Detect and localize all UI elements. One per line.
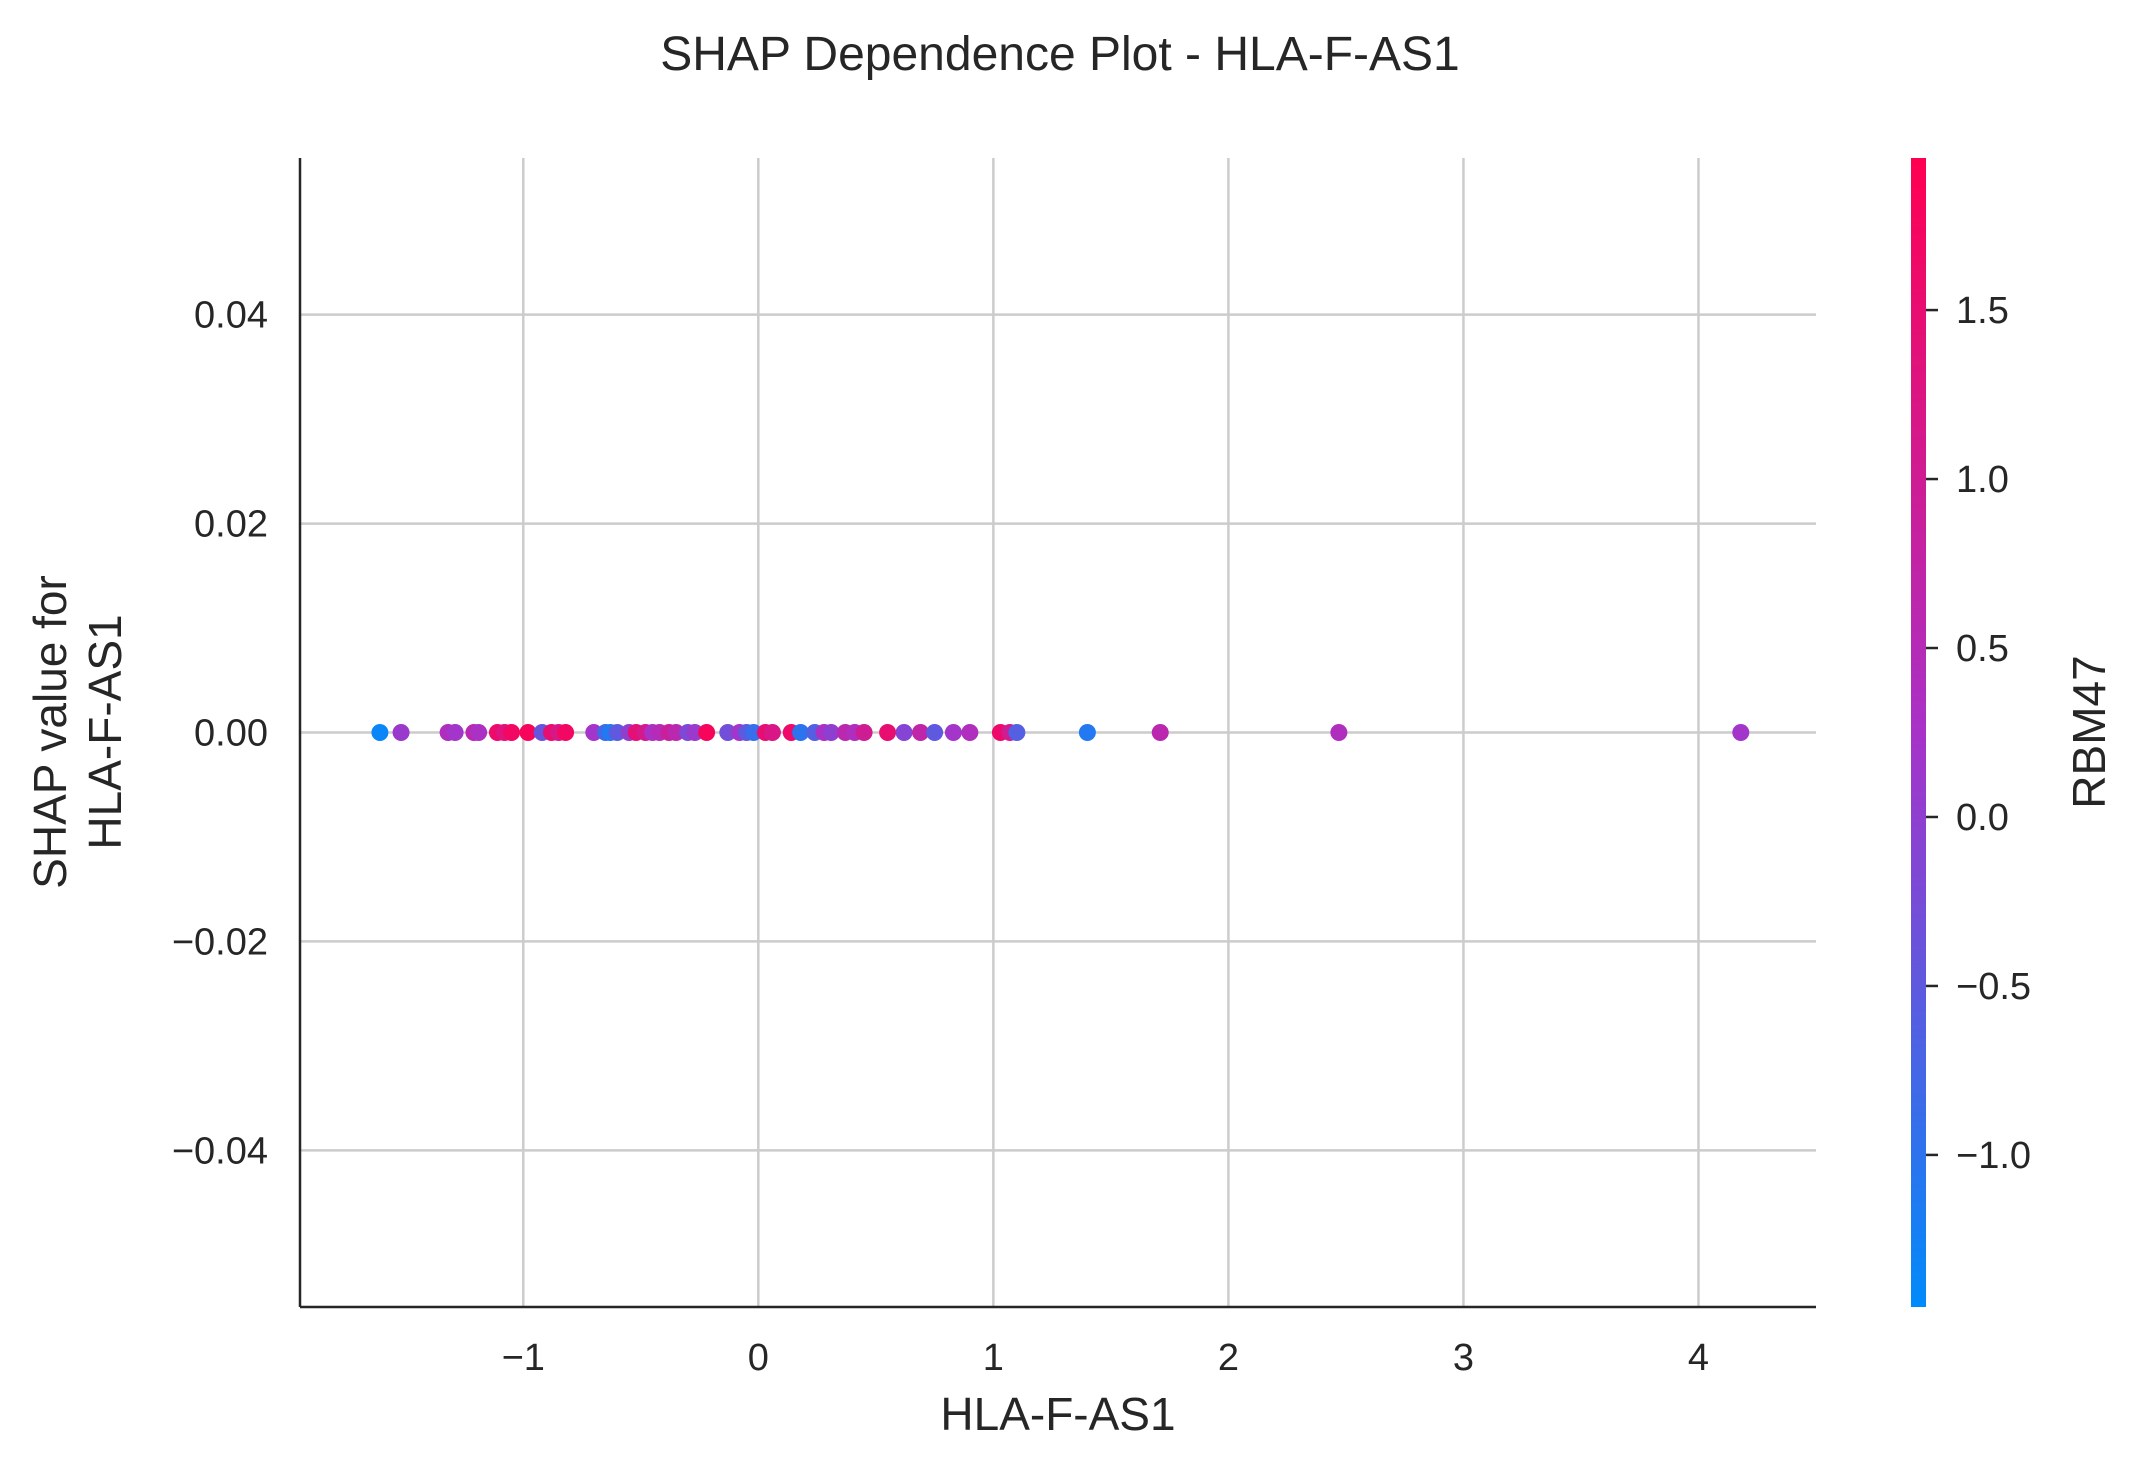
y-tick-label: 0.04 bbox=[194, 295, 268, 337]
scatter-point bbox=[1151, 724, 1169, 741]
scatter-point bbox=[503, 724, 521, 741]
y-axis-label-line-2: HLA-F-AS1 bbox=[79, 614, 131, 849]
y-tick-label: −0.04 bbox=[172, 1130, 268, 1172]
x-tick-label: −1 bbox=[502, 1337, 545, 1379]
scatter-point bbox=[944, 724, 962, 741]
scatter-point bbox=[792, 724, 810, 741]
scatter-point bbox=[470, 724, 488, 741]
y-tick-label: −0.02 bbox=[172, 921, 268, 963]
scatter-point bbox=[608, 724, 626, 741]
scatter-point bbox=[895, 724, 913, 741]
y-tick-label: 0.02 bbox=[194, 504, 268, 546]
scatter-point bbox=[879, 724, 897, 741]
y-axis-label-line-1: SHAP value for bbox=[24, 575, 76, 889]
scatter-point bbox=[1008, 724, 1026, 741]
x-tick-label: 2 bbox=[1218, 1337, 1239, 1379]
colorbar-label: RBM47 bbox=[2063, 655, 2115, 808]
colorbar-tick-label: 0.0 bbox=[1956, 797, 2009, 839]
x-tick-label: 1 bbox=[983, 1337, 1004, 1379]
scatter-point bbox=[557, 724, 575, 741]
chart-title: SHAP Dependence Plot - HLA-F-AS1 bbox=[660, 28, 1460, 81]
scatter-point bbox=[392, 724, 410, 741]
scatter-point bbox=[763, 724, 781, 741]
colorbar-tick-label: −0.5 bbox=[1956, 966, 2031, 1008]
scatter-point bbox=[686, 724, 704, 741]
colorbar-tick-label: 1.0 bbox=[1956, 459, 2009, 501]
y-axis-label: SHAP value for HLA-F-AS1 bbox=[24, 575, 131, 889]
scatter-point bbox=[519, 724, 537, 741]
colorbar-tick-label: 1.5 bbox=[1956, 290, 2009, 332]
scatter-point bbox=[822, 724, 840, 741]
x-ticks: −1 0 1 2 3 4 bbox=[502, 1337, 1709, 1379]
scatter-point bbox=[1330, 724, 1348, 741]
scatter-point bbox=[1732, 724, 1750, 741]
scatter-point bbox=[961, 724, 979, 741]
y-tick-label: 0.00 bbox=[194, 713, 268, 755]
x-tick-label: 0 bbox=[748, 1337, 769, 1379]
scatter-point bbox=[667, 724, 685, 741]
colorbar bbox=[1911, 158, 1926, 1307]
scatter-point bbox=[855, 724, 873, 741]
scatter-point bbox=[698, 724, 716, 741]
scatter-point bbox=[371, 724, 389, 741]
grid bbox=[300, 158, 1816, 1307]
x-tick-label: 4 bbox=[1688, 1337, 1709, 1379]
scatter-point bbox=[446, 724, 464, 741]
x-axis-label: HLA-F-AS1 bbox=[940, 1388, 1175, 1440]
scatter-point bbox=[585, 724, 603, 741]
y-ticks: 0.04 0.02 0.00 −0.02 −0.04 bbox=[172, 295, 268, 1173]
scatter-point bbox=[926, 724, 944, 741]
scatter-points bbox=[371, 724, 1750, 741]
colorbar-tick-label: 0.5 bbox=[1956, 628, 2009, 670]
scatter-point bbox=[745, 724, 763, 741]
colorbar-tick-label: −1.0 bbox=[1956, 1135, 2031, 1177]
colorbar-ticks: 1.5 1.0 0.5 0.0 −0.5 −1.0 bbox=[1926, 290, 2031, 1177]
scatter-point bbox=[1078, 724, 1096, 741]
x-tick-label: 3 bbox=[1453, 1337, 1474, 1379]
scatter-point bbox=[912, 724, 930, 741]
scatter-point bbox=[719, 724, 737, 741]
